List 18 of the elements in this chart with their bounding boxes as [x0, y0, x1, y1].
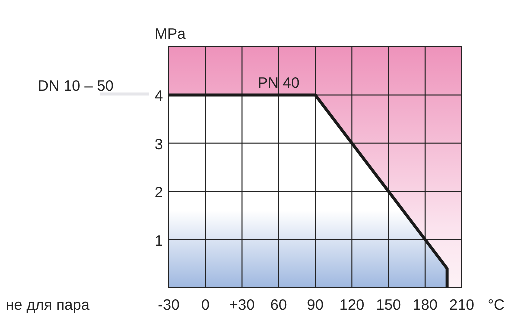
- y-tick-label: 3: [154, 136, 164, 154]
- y-tick-label: 1: [154, 232, 164, 250]
- annotation: PN 40: [258, 75, 300, 92]
- y-tick-label: 2: [154, 184, 164, 202]
- y-axis-title: MPa: [155, 26, 186, 43]
- x-tick-label: -30: [158, 297, 180, 314]
- x-tick-label: 210: [449, 297, 475, 314]
- x-tick-label: 90: [307, 297, 324, 314]
- y-tick-label: 4: [154, 88, 164, 106]
- x-tick-label: 150: [376, 297, 402, 314]
- x-tick-label: +30: [230, 297, 255, 314]
- x-tick-label: 180: [412, 297, 438, 314]
- text: DN 10 – 50: [38, 78, 114, 96]
- x-axis-title: °C: [488, 297, 505, 314]
- x-tick-label: 60: [270, 297, 288, 314]
- text: не для пара: [6, 297, 90, 314]
- x-tick-label: 0: [201, 297, 210, 314]
- x-tick-label: 120: [340, 297, 365, 314]
